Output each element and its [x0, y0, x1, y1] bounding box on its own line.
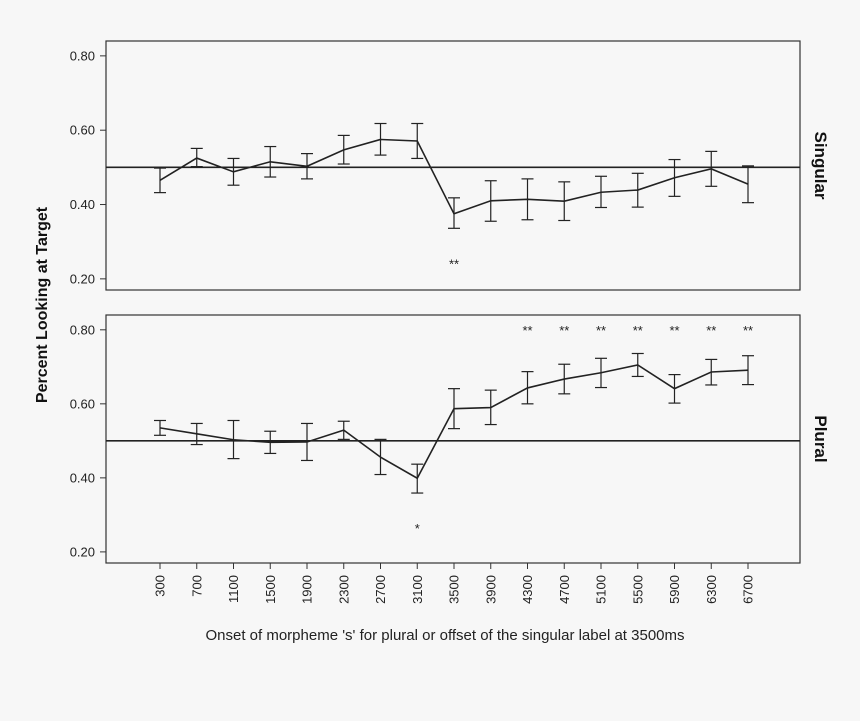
panel-1: 0.200.400.600.80*** ** ** ** ** ** **Plural: [70, 314, 830, 564]
x-tick-label: 2700: [373, 575, 388, 604]
x-tick-label: 1500: [263, 575, 278, 604]
error-bar: [742, 165, 754, 204]
x-axis: 300 700 1100 1500 1900 2300 2700 3100 3500 3900 43…: [153, 563, 756, 604]
y-axis-label: Percent Looking at Target: [34, 206, 51, 403]
significance-marker: **: [743, 323, 753, 338]
panel-label: Singular: [811, 131, 830, 199]
significance-marker: **: [559, 323, 569, 338]
significance-marker: **: [633, 323, 643, 338]
x-tick-label: 5100: [594, 575, 609, 604]
y-tick-label: 0.20: [70, 271, 95, 286]
x-tick-label: 1900: [300, 575, 315, 604]
x-tick-label: 5500: [630, 575, 645, 604]
panel-frame: [105, 40, 801, 291]
significance-marker: *: [415, 521, 420, 536]
significance-marker: **: [706, 323, 716, 338]
x-tick-label: 3100: [410, 575, 425, 604]
y-tick-label: 0.80: [70, 322, 95, 337]
x-tick-label: 4300: [520, 575, 535, 604]
significance-marker: **: [596, 323, 606, 338]
x-tick-label: 4700: [557, 575, 572, 604]
x-axis-label: Onset of morpheme 's' for plural or offs…: [205, 627, 684, 644]
y-tick-label: 0.80: [70, 48, 95, 63]
x-tick-label: 1100: [226, 575, 241, 603]
x-tick-label: 5900: [667, 575, 682, 604]
x-tick-label: 6700: [741, 575, 756, 604]
x-tick-label: 2300: [336, 575, 351, 604]
significance-marker: **: [669, 323, 679, 338]
y-tick-label: 0.60: [70, 396, 95, 411]
y-tick-label: 0.20: [70, 544, 95, 559]
chart-panels: 0.200.400.600.80**Singular0.200.400.600.…: [70, 40, 830, 564]
y-tick-label: 0.40: [70, 197, 95, 212]
panel-0: 0.20 0.40 0.60 0.80 ** Singular: [70, 40, 830, 291]
panel-frame: [105, 314, 801, 564]
x-tick-label: 3500: [447, 575, 462, 604]
y-tick-label: 0.40: [70, 470, 95, 485]
x-tick-label: 300: [153, 575, 168, 597]
panel-label: Plural: [811, 415, 830, 462]
x-tick-label: 3900: [483, 575, 498, 604]
series-line: [159, 364, 749, 480]
x-tick-label: 700: [189, 575, 204, 597]
significance-marker: **: [449, 256, 459, 271]
significance-marker: **: [522, 323, 532, 338]
series-line: [159, 138, 749, 215]
x-tick-label: 6300: [704, 575, 719, 604]
y-tick-label: 0.60: [70, 123, 95, 138]
